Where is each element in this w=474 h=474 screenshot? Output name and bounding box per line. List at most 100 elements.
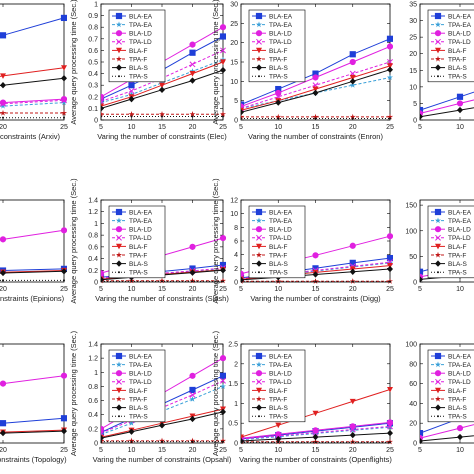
legend-marker [256,38,262,45]
y-tick-label: 0.6 [88,244,98,251]
legend-label: TPA-EA [269,362,293,369]
y-tick-label: 8 [234,225,238,232]
x-tick-label: 15 [312,124,320,131]
legend-marker [255,395,263,402]
x-axis-label: constraints (Topology) [0,455,67,464]
x-tick-label: 25 [219,447,227,454]
data-point [158,437,166,444]
series-line [0,268,65,272]
legend-marker [256,387,262,394]
data-point [60,372,67,379]
data-point [128,91,135,98]
legend-label: BLA-F [129,244,147,251]
y-tick-label: 1.2 [88,209,98,216]
data-point [220,47,226,54]
legend-marker [115,251,123,258]
data-point [222,440,224,443]
y-tick-label: 80 [409,361,417,368]
data-point [63,116,65,119]
y-tick-label: 1.5 [228,381,238,388]
legend-marker [258,271,260,274]
data-point [457,106,463,114]
legend-marker [435,378,441,385]
legend-label: TPA-S [269,414,288,421]
legend-marker [434,21,442,28]
y-tick-label: 0.8 [88,25,98,32]
data-point [456,100,464,107]
data-point [128,111,135,117]
x-axis-label: onstraints (Epinions) [0,294,65,303]
y-tick-label: 20 [409,421,417,428]
legend-marker [256,243,262,250]
legend-marker [255,361,263,368]
legend-marker [118,75,120,78]
data-point [189,61,196,68]
x-tick-label: 5 [239,286,243,293]
x-axis-label: Varing the number of constraints (Digg) [250,294,381,303]
legend-label: TPA-EA [129,362,153,369]
data-point [189,71,196,77]
data-point [189,49,196,56]
data-point [158,79,166,86]
y-axis-label: Average query processing time (Sec.) [69,330,78,456]
legend-label: BLA-EA [129,209,153,216]
y-tick-label: 5 [234,98,238,105]
series-group [0,14,67,119]
legend-marker [256,404,262,411]
legend-label: BLA-LD [448,371,471,378]
x-tick-label: 10 [456,286,464,293]
x-tick-label: 20 [349,286,357,293]
series-line [420,435,474,442]
data-point [386,74,393,81]
x-tick-label: 5 [99,124,103,131]
legend-marker [255,217,263,224]
data-point [189,243,196,250]
data-point [457,433,463,441]
y-tick-label: 25 [230,21,238,28]
legend-label: TPA-F [448,252,466,259]
chart-panel-7: 0 2 4 6 8 10 12 5 10 15 20 25 Varing the number of c… [211,178,394,304]
legend-marker [434,251,442,258]
y-axis-label: Average query processing time (Sec.) [211,330,220,456]
x-tick-label: 5 [239,124,243,131]
legend-marker [116,260,122,267]
data-point [312,113,319,120]
legend-marker [435,404,441,411]
legend-marker [256,378,262,385]
legend-marker [115,21,123,28]
data-point [158,111,166,117]
data-point [191,440,194,443]
x-axis-label: Varing the number of constraints (Enron) [248,132,383,141]
legend-label: BLA-EA [269,13,293,20]
x-tick-label: 20 [349,124,357,131]
data-point [387,66,393,73]
series-line [0,430,65,434]
y-tick-label: 150 [405,203,417,210]
x-tick-label: 25 [60,124,68,131]
data-point [2,116,4,119]
y-axis-label: Average query processing time (Sec.) [211,178,220,304]
data-point [161,280,163,283]
legend-label: TPA-EA [448,22,472,29]
legend-label: TPA-F [129,252,147,259]
legend-label: TPA-F [448,56,466,63]
legend-marker [116,378,122,385]
data-point [241,270,245,277]
legend-marker [115,361,123,368]
y-tick-label: 0 [413,441,417,448]
y-tick-label: 0.5 [228,421,238,428]
legend-marker [116,243,122,250]
legend-label: BLA-F [448,388,466,395]
legend-label: BLA-LD [448,227,471,234]
data-point [219,24,226,31]
data-point [189,372,196,379]
data-point [387,386,393,393]
data-point [386,43,393,50]
legend-marker [255,30,263,37]
series-line [0,77,65,87]
